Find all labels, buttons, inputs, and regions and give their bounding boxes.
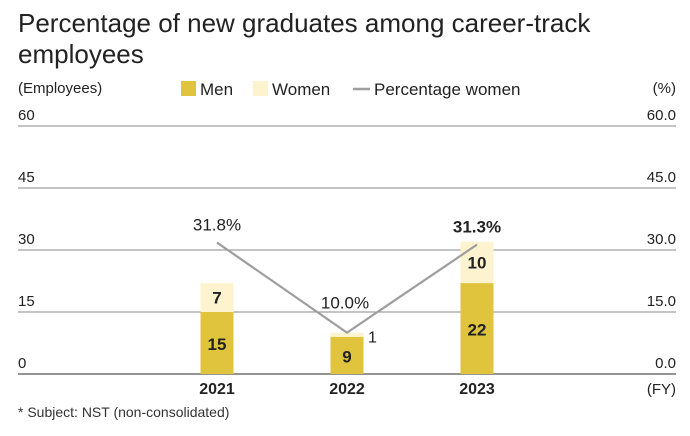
pct-value-label: 10.0% — [321, 294, 369, 313]
labels-layer: 2021 2022 2023 15 7 91 22 10 31.8% 10.0% 31.3% — [193, 216, 501, 398]
legend-women-swatch — [253, 81, 268, 96]
right-tick-label: 0.0 — [655, 355, 676, 372]
bar-men — [460, 283, 494, 374]
x-axis-unit: (FY) — [647, 381, 676, 398]
legend-pct-label: Percentage women — [374, 80, 520, 99]
chart: 0 0.015 15.030 30.045 45.060 60.0 2021 2022 202… — [18, 80, 676, 398]
men-value-label: 22 — [468, 321, 487, 340]
bar-women — [460, 241, 494, 284]
grid-layer: 0 0.0 15 15.0 30 30.0 45 45.0 60 60.0 — [18, 107, 676, 375]
pct-line — [216, 241, 478, 335]
right-axis-unit: (%) — [653, 80, 676, 97]
women-value-label: 7 — [212, 289, 221, 308]
legend-men-swatch — [181, 81, 196, 96]
left-tick-label: 45 — [18, 169, 35, 186]
bars-layer — [200, 241, 494, 374]
line-layer — [216, 241, 478, 335]
footnote: * Subject: NST (non-consolidated) — [18, 404, 230, 420]
left-tick-label: 15 — [18, 293, 35, 310]
x-tick-label: 2021 — [199, 381, 235, 398]
men-value-label: 9 — [342, 347, 351, 366]
men-value-label: 15 — [208, 335, 227, 354]
chart-title: Percentage of new graduates among career… — [18, 8, 591, 69]
pct-value-label: 31.8% — [193, 216, 241, 235]
x-tick-label: 2023 — [459, 381, 495, 398]
bar-men — [200, 312, 234, 374]
women-value-label: 10 — [468, 253, 487, 272]
legend-men-label: Men — [200, 80, 233, 99]
right-tick-label: 15.0 — [647, 293, 676, 310]
legend: Men Women Percentage women — [181, 80, 520, 99]
left-tick-label: 30 — [18, 231, 35, 248]
women-value-label: 1 — [368, 330, 377, 347]
bar-women — [330, 332, 364, 337]
pct-value-label: 31.3% — [453, 218, 501, 237]
left-tick-label: 0 — [18, 355, 26, 372]
legend-women-label: Women — [272, 80, 330, 99]
right-tick-label: 45.0 — [647, 169, 676, 186]
left-axis-unit: (Employees) — [18, 80, 102, 97]
bar-men — [330, 336, 364, 374]
right-tick-label: 30.0 — [647, 231, 676, 248]
bar-women — [200, 283, 234, 312]
x-tick-label: 2022 — [329, 381, 365, 398]
left-tick-label: 60 — [18, 107, 35, 124]
right-tick-label: 60.0 — [647, 107, 676, 124]
